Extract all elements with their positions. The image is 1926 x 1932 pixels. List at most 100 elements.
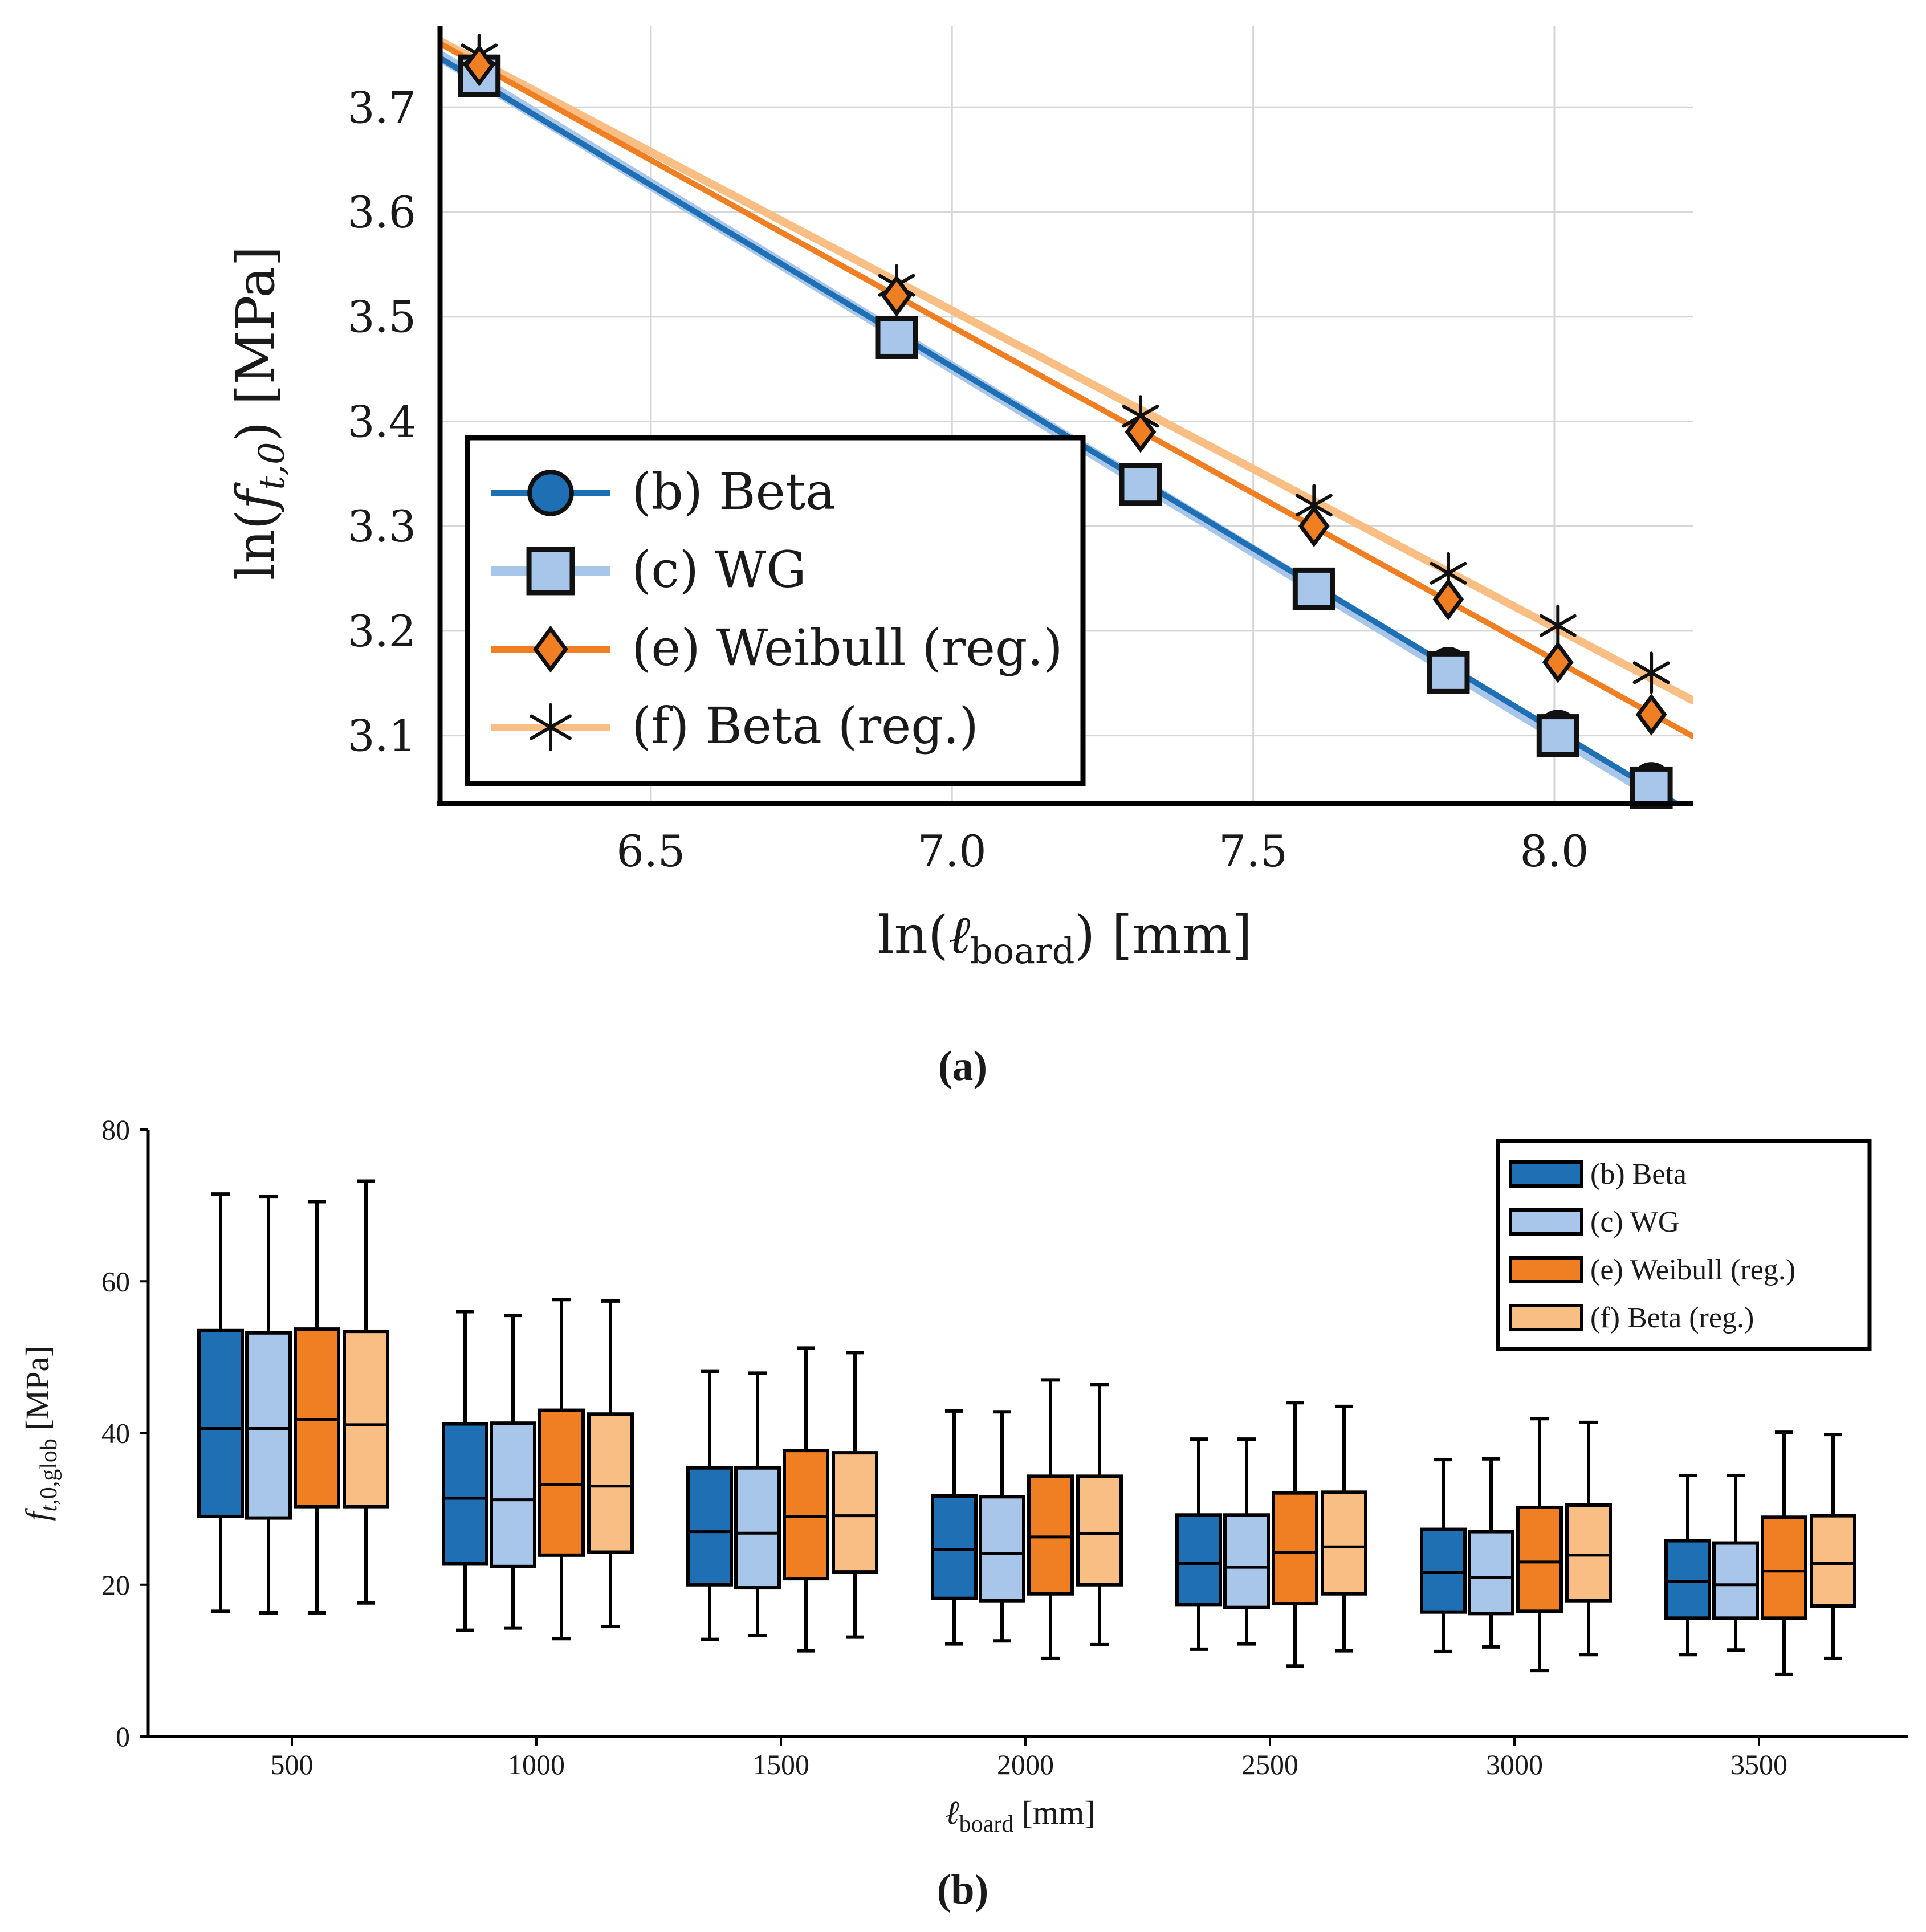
panel-a-legend-label-b-beta: (b) Beta [632, 462, 836, 521]
panel-a-y-tick-3-5: 3.5 [347, 292, 416, 343]
panel-a-legend-marker-e-weibull-reg [533, 625, 568, 673]
panel-a-point-e-weibull-reg-6 [1635, 693, 1667, 736]
panel-a-y-tick-labels: 3.1 3.2 3.3 3.4 3.5 3.6 3.7 [347, 82, 416, 761]
panel-b-iqr-box [1076, 1474, 1123, 1587]
panel-a-y-tick-3-2: 3.2 [347, 606, 416, 657]
panel-b-y-ticks: 0 20 40 60 80 [101, 1114, 148, 1752]
panel-b-iqr-box [1272, 1491, 1318, 1606]
panel-a-legend-label-e-weibull-reg: (e) Weibull (reg.) [632, 618, 1063, 677]
panel-b-x-ticks: 500 1000 1500 2000 2500 3000 3500 [271, 1737, 1787, 1780]
panel-b-y-tick-80: 80 [101, 1114, 130, 1146]
panel-b-box-3000-b-beta [1420, 1458, 1467, 1653]
panel-a-legend-label-f-beta-reg: (f) Beta (reg.) [632, 696, 979, 755]
panel-a-point-c-wg-3 [1292, 567, 1335, 610]
panel-b-box-2000-c-wg [979, 1410, 1025, 1643]
panel-b-iqr-box [245, 1331, 292, 1520]
panel-a-y-tick-3-1: 3.1 [347, 711, 416, 761]
panel-a-point-c-wg-1 [875, 316, 918, 359]
panel-b-iqr-box [1175, 1513, 1222, 1607]
panel-a-legend: (b) Beta (c) WG (e) Weibull (reg.) (f) Beta… [465, 435, 1086, 786]
panel-b-caption: (b) [937, 1866, 988, 1913]
panel-b-iqr-box [1516, 1505, 1563, 1613]
panel-b-box-1500-f-beta-reg [832, 1351, 878, 1639]
panel-a-legend-label-c-wg: (c) WG [632, 540, 807, 599]
panel-a-point-e-weibull-reg-4 [1432, 578, 1464, 621]
panel-b-iqr-box [1565, 1503, 1612, 1603]
panel-b-x-tick-1500: 1500 [752, 1748, 809, 1780]
panel-b-iqr-box [343, 1330, 389, 1509]
panel-b-iqr-box [1712, 1541, 1759, 1620]
panel-a-point-e-weibull-reg-2 [1125, 410, 1157, 453]
panel-b-iqr-box [783, 1449, 829, 1581]
panel-a-y-tick-3-7: 3.7 [347, 82, 416, 133]
panel-b-y-tick-0: 0 [116, 1721, 130, 1752]
panel-a-point-c-wg-4 [1427, 651, 1470, 694]
panel-b-box-1500-c-wg [734, 1371, 781, 1637]
panel-b-iqr-box [490, 1421, 536, 1568]
panel-a-point-e-weibull-reg-0 [463, 44, 495, 87]
panel-b-legend-label-e-weibull-reg: (e) Weibull (reg.) [1590, 1254, 1795, 1286]
panel-a-x-tick-7-0: 7.0 [918, 826, 987, 877]
panel-b-box-plot: 0 20 40 60 80 500 1000 1500 2000 2500 3000 3500 ℓb… [19, 1114, 1908, 1913]
panel-b-iqr-box [734, 1466, 781, 1590]
panel-b-x-tick-1000: 1000 [508, 1748, 565, 1780]
panel-b-iqr-box [1027, 1474, 1074, 1596]
panel-a-legend-marker-c-wg [526, 547, 575, 596]
panel-b-box-2000-b-beta [931, 1409, 978, 1646]
panel-b-x-tick-2000: 2000 [997, 1748, 1054, 1780]
panel-b-legend-swatch-c-wg [1509, 1208, 1583, 1236]
panel-a-legend-entries: (b) Beta (c) WG (e) Weibull (reg.) (f) Beta… [491, 462, 1063, 755]
panel-b-box-3000-c-wg [1468, 1457, 1514, 1649]
panel-b-x-tick-3000: 3000 [1486, 1748, 1543, 1780]
panel-b-box-2500-c-wg [1223, 1437, 1270, 1646]
panel-b-legend-label-b-beta: (b) Beta [1590, 1158, 1687, 1191]
panel-b-legend: (b) Beta (c) WG (e) Weibull (reg.) (f) Beta… [1496, 1139, 1872, 1351]
panel-b-box-500-b-beta [197, 1192, 244, 1613]
panel-a-line-e-weibull-reg [440, 40, 1693, 740]
panel-a-point-c-wg-6 [1630, 766, 1673, 809]
panel-b-iqr-box [1664, 1539, 1711, 1620]
panel-b-legend-swatch-f-beta-reg [1509, 1304, 1583, 1331]
panel-a-point-e-weibull-reg-3 [1298, 505, 1330, 548]
panel-a-point-c-wg-2 [1119, 463, 1162, 506]
panel-b-box-2500-e-weibull-reg [1272, 1401, 1318, 1668]
panel-b-iqr-box [979, 1495, 1025, 1603]
panel-b-legend-label-f-beta-reg: (f) Beta (reg.) [1590, 1302, 1754, 1334]
panel-b-box-3000-e-weibull-reg [1516, 1417, 1563, 1673]
panel-b-box-3000-f-beta-reg [1565, 1420, 1612, 1657]
panel-b-box-1500-e-weibull-reg [783, 1346, 829, 1653]
panel-a-y-axis-label: ln(ft,0) [MPa] [225, 246, 292, 580]
panel-b-x-axis-label: ℓboard [mm] [945, 1794, 1095, 1837]
panel-a-line-chart: 6.5 7.0 7.5 8.0 3.1 3.2 3.3 3.4 3.5 3.6 3.7 ln(ℓb… [225, 26, 1693, 1090]
panel-b-box-2000-e-weibull-reg [1027, 1378, 1074, 1660]
panel-a-legend-marker-b-beta [527, 470, 574, 516]
panel-a-x-tick-7-5: 7.5 [1219, 826, 1288, 877]
panel-a-y-tick-3-6: 3.6 [347, 187, 416, 238]
panel-b-box-3500-c-wg [1712, 1474, 1759, 1652]
panel-a-point-c-wg-5 [1536, 714, 1579, 757]
panel-b-box-1000-e-weibull-reg [538, 1298, 585, 1641]
panel-a-x-tick-8-0: 8.0 [1520, 826, 1589, 877]
panel-b-box-500-c-wg [245, 1195, 292, 1615]
panel-b-iqr-box [197, 1328, 244, 1518]
panel-a-caption: (a) [938, 1043, 987, 1090]
panel-b-x-tick-500: 500 [271, 1748, 313, 1780]
panel-a-point-e-weibull-reg-5 [1542, 641, 1574, 683]
panel-b-x-tick-2500: 2500 [1241, 1748, 1298, 1780]
panel-b-box-2000-f-beta-reg [1076, 1383, 1123, 1646]
panel-b-iqr-box [686, 1466, 733, 1587]
panel-b-iqr-box [832, 1451, 878, 1574]
panel-a-line-f-beta-reg [440, 36, 1693, 704]
panel-b-iqr-box [931, 1494, 978, 1600]
panel-a-y-tick-3-3: 3.3 [347, 501, 416, 552]
panel-b-iqr-box [1468, 1530, 1514, 1616]
panel-b-box-3500-f-beta-reg [1810, 1433, 1856, 1660]
panel-b-box-2500-f-beta-reg [1321, 1404, 1367, 1653]
panel-b-legend-entries: (b) Beta (c) WG (e) Weibull (reg.) (f) Beta… [1509, 1158, 1795, 1334]
panel-b-box-1000-f-beta-reg [587, 1299, 634, 1628]
panel-a-point-f-beta-reg-6 [1632, 651, 1670, 694]
panel-b-iqr-box [294, 1327, 340, 1509]
panel-a-x-tick-6-5: 6.5 [616, 826, 685, 877]
panel-a-legend-marker-f-beta-reg [530, 703, 572, 752]
panel-b-iqr-box [587, 1412, 634, 1554]
